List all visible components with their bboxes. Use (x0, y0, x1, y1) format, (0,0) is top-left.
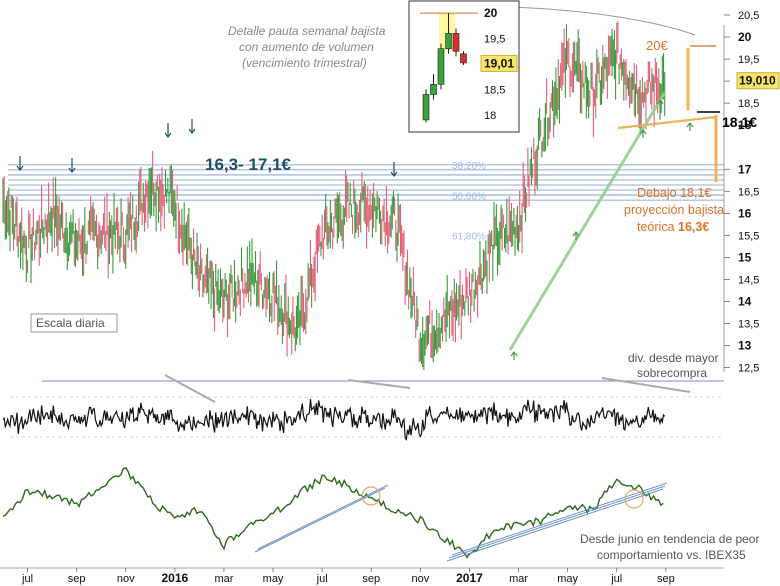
relative-strength-line (2, 466, 664, 559)
price-tick-label: 20,5 (738, 10, 759, 22)
price-tick-label: 18,5 (738, 98, 759, 110)
time-tick-label: mar (214, 573, 233, 585)
support-arrow (656, 99, 664, 108)
projection-note-line1: Debajo 18,1€ (637, 186, 711, 200)
inset-tick-label: 19,01 (484, 56, 514, 70)
inset-candle (422, 94, 430, 121)
support-arrow (510, 351, 518, 360)
time-tick-label: nov (411, 573, 429, 585)
scale-label: Escala diaria (36, 316, 105, 330)
retracement-label: 61,80% (452, 231, 486, 242)
top-arrow (390, 162, 398, 177)
resistance-zone-label: 16,3- 17,1€ (205, 155, 292, 174)
current-price-box (736, 72, 780, 90)
inset-candle (430, 84, 437, 95)
support-arrow (686, 122, 694, 131)
top-arrow (164, 123, 172, 138)
divergence-line (347, 379, 411, 389)
relative-strength-panel (2, 466, 668, 562)
time-tick-label: 2016 (161, 571, 188, 585)
price-tick-label: 16 (738, 206, 752, 220)
inset-candle (445, 33, 452, 49)
price-tick-label: 14,5 (738, 274, 759, 286)
price-tick-label: 19,5 (738, 54, 759, 66)
retracement-lines: 38,20% 50,00% 61,80% (452, 161, 486, 243)
inset-candle (437, 48, 445, 85)
price-tick-label: 12,5 (738, 363, 759, 375)
inset-tick-label: 18 (484, 110, 496, 122)
time-tick-label: jul (316, 573, 328, 585)
inset-tick-label: 20 (484, 6, 498, 20)
rs-note-line2: comportamiento vs. IBEX35 (597, 548, 746, 562)
rs-break-circle (361, 486, 381, 506)
time-tick-label: may (557, 573, 578, 585)
top-arrow (188, 119, 196, 134)
inset-caption-line2: con aumento de volumen (239, 40, 374, 54)
inset-tick-label: 18,5 (484, 84, 505, 96)
support-arrow (572, 231, 580, 240)
uptrend-line (508, 91, 667, 351)
weekly-inset: 20 19,5 19,01 18,5 18 (408, 0, 520, 133)
retracement-label: 50,00% (452, 192, 486, 203)
rs-trend-line (451, 482, 668, 556)
time-tick-label: nov (117, 573, 135, 585)
price-tick-label: 13,5 (738, 319, 759, 331)
projection-target-value: 16,3€ (678, 220, 709, 234)
time-tick-label: sep (657, 573, 675, 585)
projection-note-prefix: teórica (637, 220, 678, 234)
rs-break-circle (624, 489, 644, 509)
price-bars (2, 21, 666, 371)
top-arrow (68, 158, 76, 173)
price-tick-label: 16,5 (738, 186, 759, 198)
top-arrow (16, 156, 24, 171)
target-label: 20€ (646, 38, 668, 53)
oscillator-note-line1: div. desde mayor (628, 351, 719, 365)
price-tick-label: 18 (738, 118, 752, 132)
divergence-line (164, 374, 216, 403)
inset-tick-label: 19,5 (484, 34, 505, 46)
time-axis: jul sep nov 2016 mar may jul sep nov 2017 mar may ju… (0, 567, 724, 585)
support-label: 18,1€ (722, 114, 757, 130)
price-tick-label: 15 (738, 250, 752, 264)
resistance-zone-lines (8, 164, 724, 201)
price-axis: 20,52019,51918,5181716,51615,51514,51413… (723, 10, 780, 375)
price-tick-label: 20 (738, 30, 752, 44)
rs-trend-line (254, 487, 386, 553)
time-tick-label: may (263, 573, 284, 585)
rs-note-line1: Desde junio en tendencia de peor (580, 532, 759, 546)
time-tick-label: jul (610, 573, 622, 585)
divergence-line (601, 377, 691, 393)
scale-label-box (30, 313, 118, 333)
rs-trend-line (448, 485, 666, 559)
time-tick-label: 2017 (456, 571, 483, 585)
oscillator-line (2, 399, 666, 441)
current-price-label: 19,010 (739, 74, 776, 88)
projection-note-line2: proyección bajista (624, 203, 724, 217)
time-tick-label: jul (21, 573, 33, 585)
inset-caption-line1: Detalle pauta semanal bajista (228, 24, 386, 38)
retracement-label: 38,20% (452, 161, 486, 172)
inset-current-box (480, 54, 518, 72)
inset-candle (452, 33, 460, 52)
inset-candle (460, 53, 467, 64)
inset-caption-line3: (vencimiento trimestral) (242, 56, 367, 70)
price-tick-label: 13 (738, 339, 752, 353)
price-tick-label: 14 (738, 294, 752, 308)
projection-note-line3: teórica 16,3€ (637, 220, 709, 234)
support-arrow (639, 129, 647, 138)
rs-trend-line (257, 484, 389, 550)
time-tick-label: sep (68, 573, 86, 585)
oscillator-note-line2: sobrecompra (637, 366, 707, 380)
price-tick-label: 15,5 (738, 230, 759, 242)
rs-trend-line (446, 488, 664, 562)
time-tick-label: mar (509, 573, 528, 585)
price-tick-label: 17 (738, 162, 752, 176)
time-tick-label: sep (362, 573, 380, 585)
neckline (617, 115, 717, 130)
oscillator-panel (2, 374, 724, 441)
